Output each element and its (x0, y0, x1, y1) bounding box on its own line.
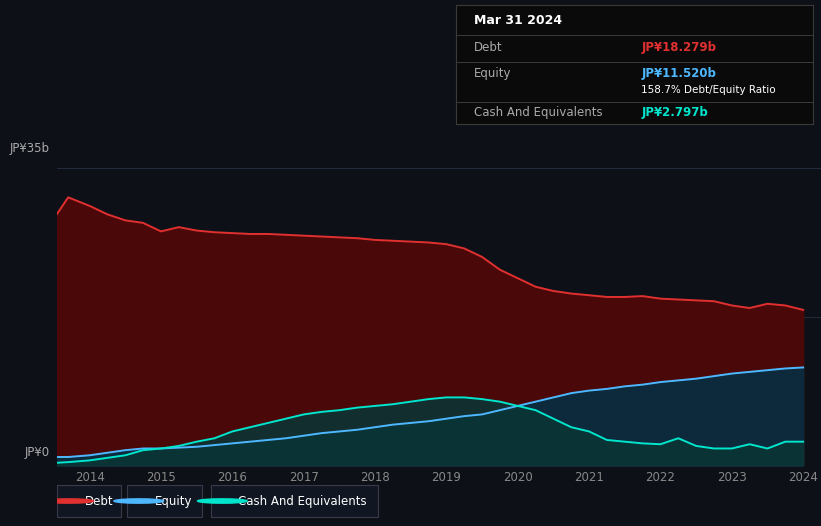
Text: JP¥0: JP¥0 (25, 446, 50, 459)
Text: 158.7% Debt/Equity Ratio: 158.7% Debt/Equity Ratio (641, 85, 776, 96)
Circle shape (44, 499, 94, 503)
Circle shape (114, 499, 163, 503)
Text: Debt: Debt (474, 42, 502, 54)
Text: Equity: Equity (154, 494, 192, 508)
Bar (127, 485, 202, 517)
Text: JP¥18.279b: JP¥18.279b (641, 42, 717, 54)
Text: Cash And Equivalents: Cash And Equivalents (474, 106, 602, 119)
Text: JP¥2.797b: JP¥2.797b (641, 106, 709, 119)
Bar (57, 485, 121, 517)
Circle shape (198, 499, 247, 503)
Text: Debt: Debt (85, 494, 113, 508)
Text: Equity: Equity (474, 67, 511, 80)
Text: JP¥11.520b: JP¥11.520b (641, 67, 716, 80)
Bar (211, 485, 378, 517)
Text: Mar 31 2024: Mar 31 2024 (474, 14, 562, 27)
Text: JP¥35b: JP¥35b (10, 142, 50, 155)
Text: Cash And Equivalents: Cash And Equivalents (238, 494, 367, 508)
